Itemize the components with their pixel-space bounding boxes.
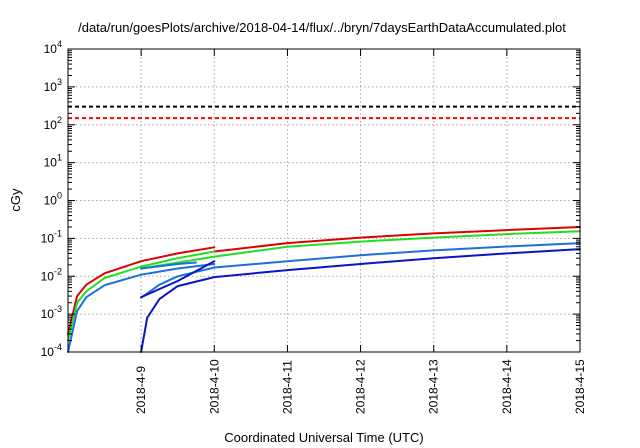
y-tick-label: 101 bbox=[44, 153, 62, 170]
series-group bbox=[67, 226, 581, 353]
series-line bbox=[140, 248, 581, 353]
threshold-lines bbox=[68, 105, 580, 120]
grid-lines bbox=[68, 49, 580, 352]
y-tick-label: 103 bbox=[44, 77, 62, 94]
x-tick-label: 2018-4-10 bbox=[207, 359, 221, 414]
y-tick-label: 10-3 bbox=[41, 304, 62, 321]
x-tick-label: 2018-4-11 bbox=[280, 360, 294, 414]
y-tick-label: 104 bbox=[44, 39, 62, 56]
x-tick-label: 2018-4-9 bbox=[134, 366, 148, 414]
y-axis-ticks: 10-4 10-3 10-2 10-1 100 101 102 103 104 bbox=[41, 39, 580, 359]
x-tick-label: 2018-4-13 bbox=[427, 359, 441, 414]
x-axis-label: Coordinated Universal Time (UTC) bbox=[224, 430, 423, 445]
y-tick-label: 100 bbox=[44, 191, 62, 208]
x-axis-ticks: 2018-4-9 2018-4-10 2018-4-11 2018-4-12 2018-… bbox=[134, 49, 587, 414]
x-tick-label: 2018-4-12 bbox=[354, 359, 368, 414]
y-tick-label: 10-4 bbox=[41, 342, 62, 359]
series-line bbox=[140, 230, 581, 270]
y-tick-label: 10-1 bbox=[41, 228, 62, 245]
chart-title: /data/run/goesPlots/archive/2018-04-14/f… bbox=[78, 20, 566, 35]
y-tick-label: 102 bbox=[44, 115, 62, 132]
x-tick-label: 2018-4-15 bbox=[573, 359, 587, 414]
series-line bbox=[67, 250, 216, 342]
x-tick-label: 2018-4-14 bbox=[500, 359, 514, 414]
series-line bbox=[67, 246, 216, 335]
series-line bbox=[140, 261, 197, 270]
series-line bbox=[140, 260, 216, 299]
y-tick-label: 10-2 bbox=[41, 266, 62, 283]
y-axis-label: cGy bbox=[8, 188, 23, 212]
series-line bbox=[140, 242, 581, 299]
series-line bbox=[213, 226, 581, 253]
series-line bbox=[67, 263, 216, 353]
